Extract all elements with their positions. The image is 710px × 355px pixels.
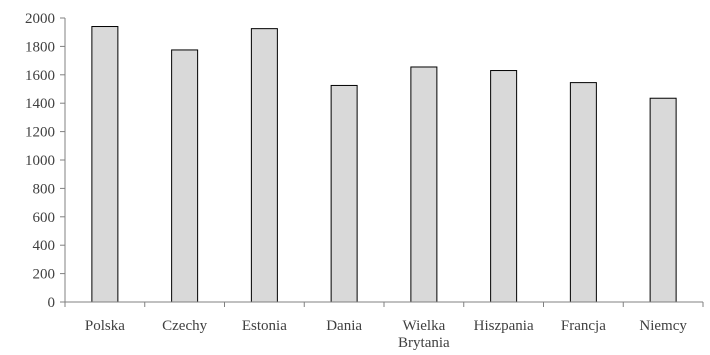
- y-tick-label: 2000: [25, 11, 55, 27]
- bar: [91, 26, 119, 303]
- y-tick-label: 800: [33, 181, 56, 197]
- bars-group: [91, 26, 677, 303]
- y-axis-ticks: 0 200 400 600 800 1000 1200 1400 1600 1800 2000: [25, 11, 65, 311]
- y-tick-label: 0: [48, 295, 56, 311]
- y-tick-label: 400: [33, 238, 56, 254]
- bar: [330, 84, 358, 303]
- y-tick-label: 200: [33, 267, 56, 283]
- x-tick-label: Estonia: [242, 318, 287, 334]
- x-tick-label: Wielka Brytania: [398, 318, 450, 351]
- x-axis-labels: Polska Czechy Estonia Dania Wielka Brytania Hi…: [85, 318, 687, 351]
- y-tick-label: 1800: [25, 39, 55, 55]
- x-tick-label: Dania: [326, 318, 362, 334]
- y-tick-label: 1000: [25, 153, 55, 169]
- x-tick-label: Czechy: [162, 318, 207, 334]
- y-tick-label: 1400: [25, 96, 55, 112]
- bar: [649, 97, 677, 303]
- bar: [410, 66, 438, 303]
- y-tick-label: 600: [33, 210, 56, 226]
- bar: [490, 70, 518, 303]
- bar: [250, 28, 278, 303]
- x-tick-label: Polska: [85, 318, 125, 334]
- bar: [171, 49, 199, 303]
- x-tick-label: Hiszpania: [474, 318, 534, 334]
- bar: [569, 82, 597, 303]
- y-tick-label: 1200: [25, 125, 55, 141]
- y-tick-label: 1600: [25, 68, 55, 84]
- x-axis-ticks: [64, 302, 704, 307]
- x-tick-label: Niemcy: [639, 318, 687, 334]
- x-tick-label: Francja: [561, 318, 606, 334]
